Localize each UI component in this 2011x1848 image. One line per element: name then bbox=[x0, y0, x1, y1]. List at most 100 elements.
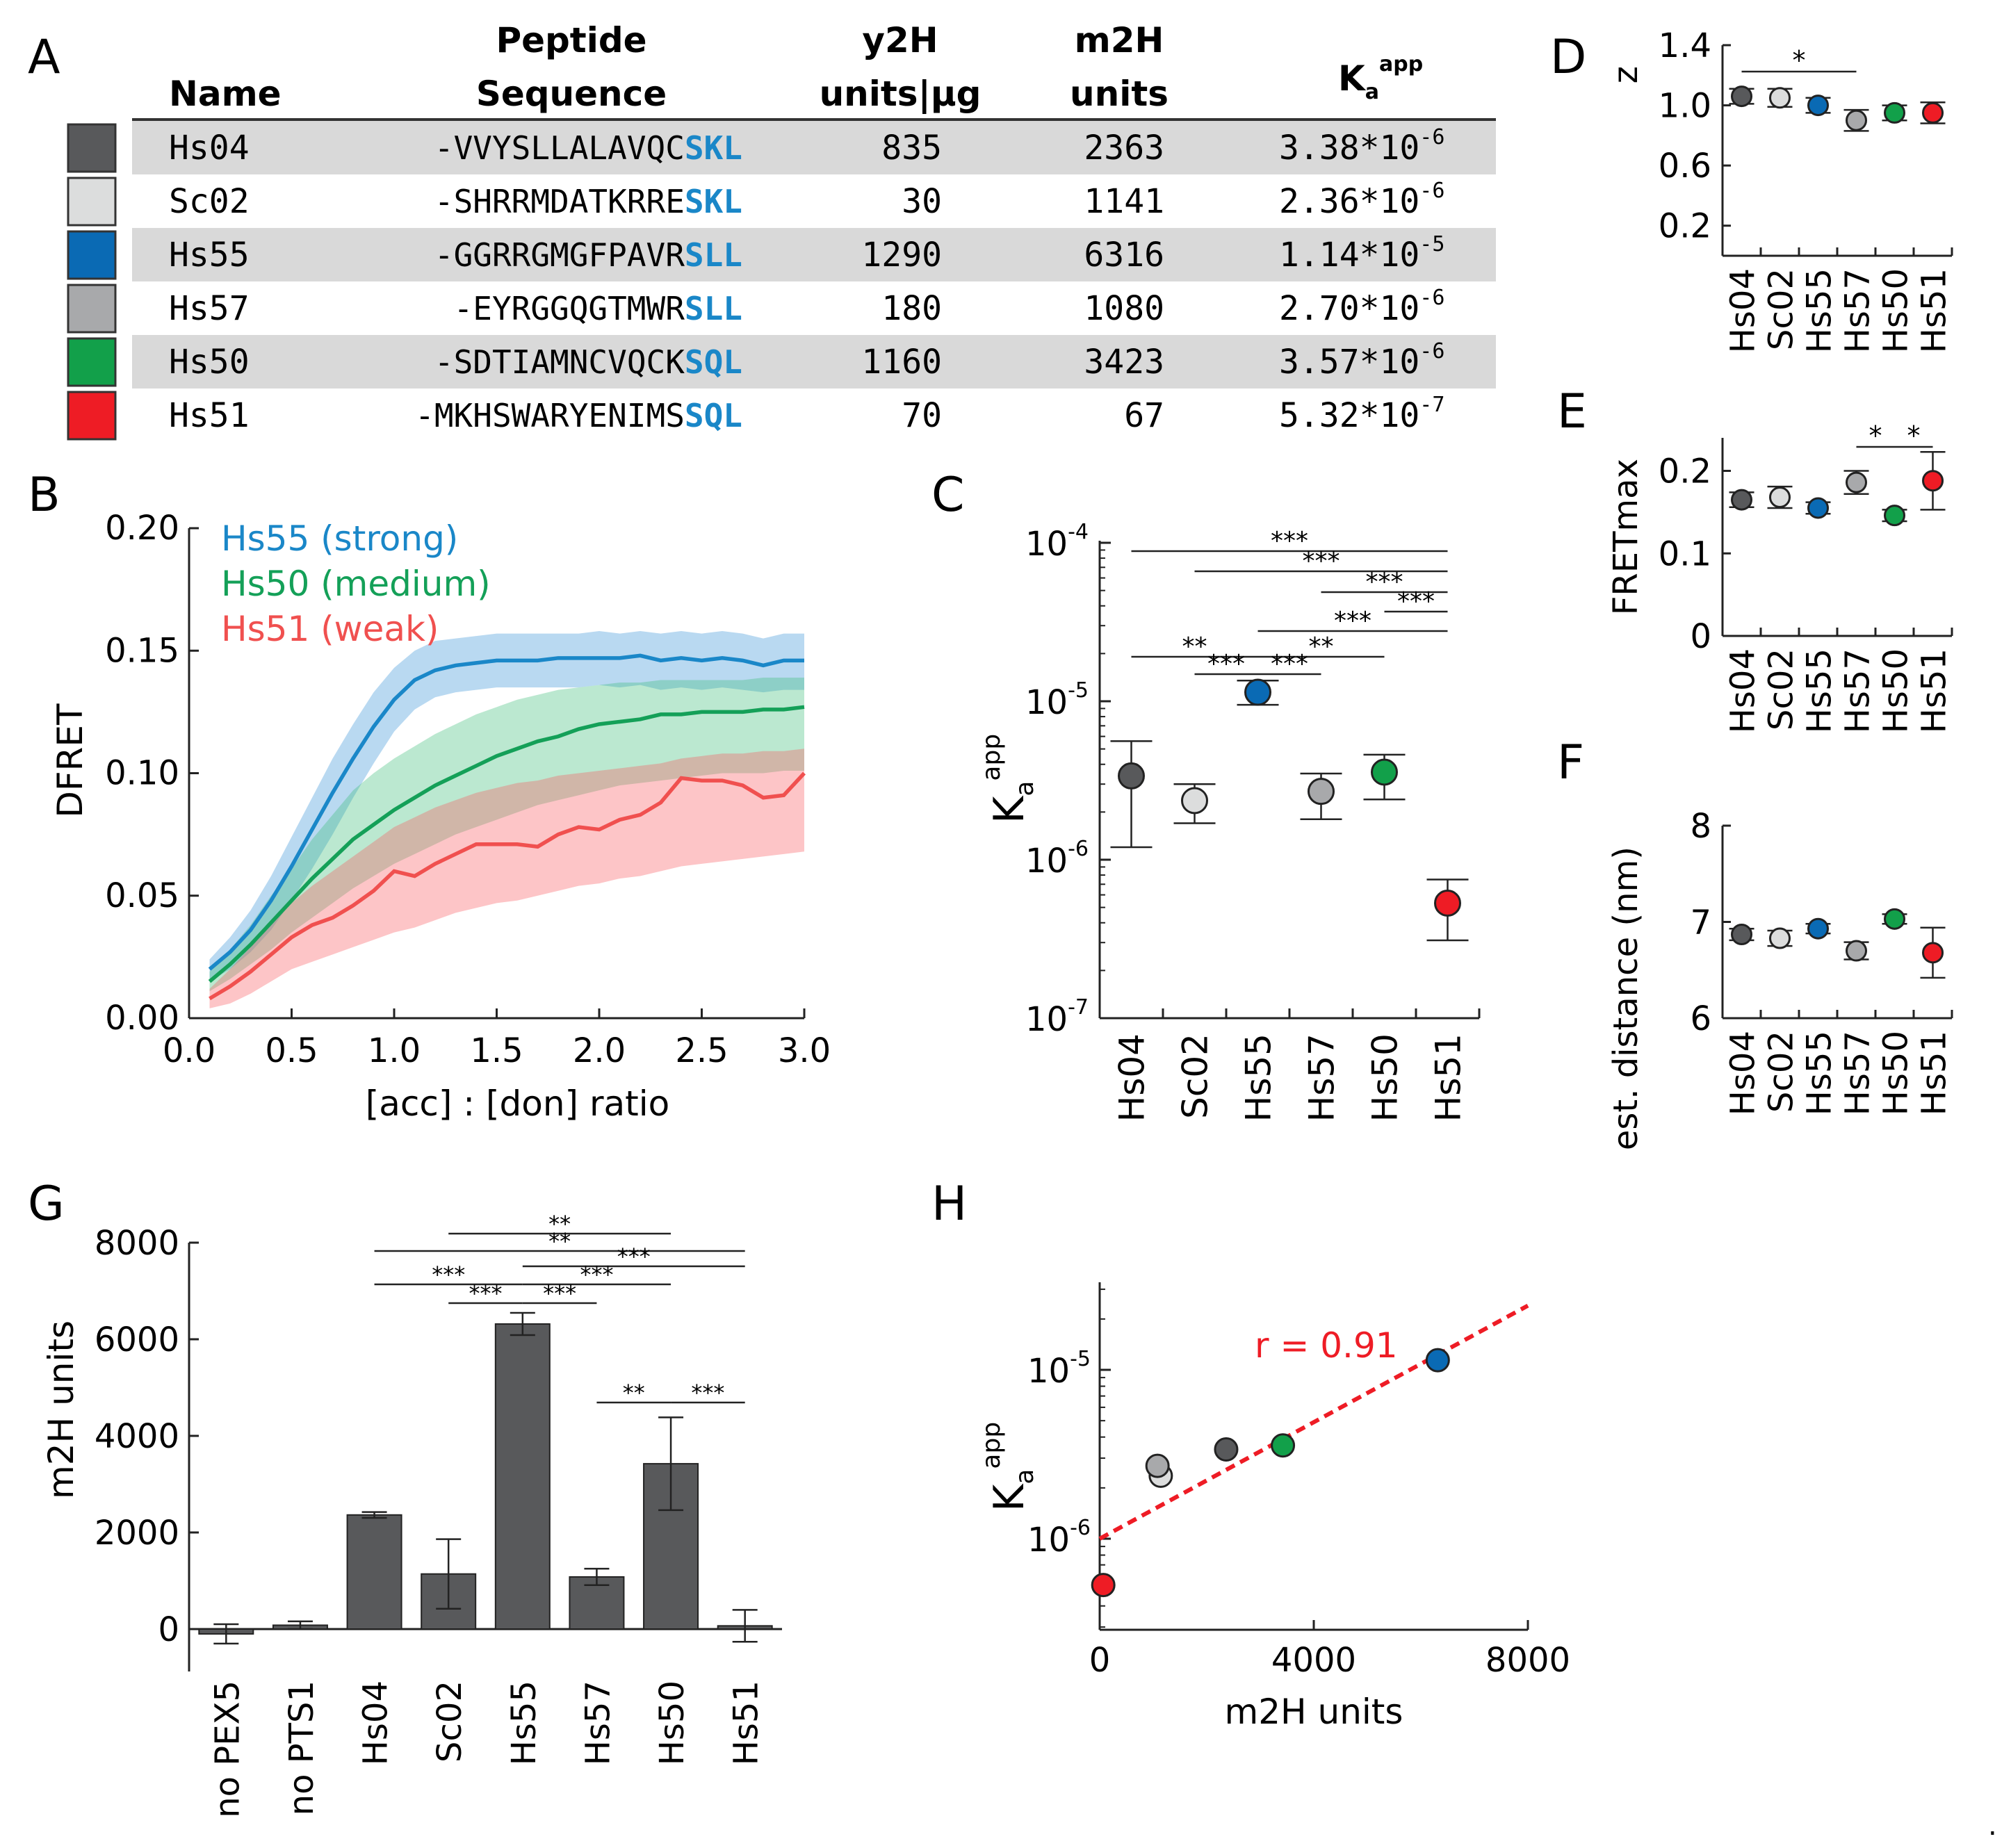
y-tick-label: 0 bbox=[1690, 617, 1711, 656]
x-tick-label: 8000 bbox=[1485, 1641, 1570, 1680]
color-swatch bbox=[67, 123, 117, 173]
x-tick-label: Hs50 bbox=[1365, 1033, 1406, 1122]
y-axis-label: Kaapp bbox=[977, 1422, 1039, 1512]
trailing-dot: . bbox=[1988, 1810, 1997, 1842]
tick-base: 10 bbox=[1025, 842, 1068, 881]
significance-label: ** bbox=[1182, 632, 1207, 661]
y-tick-label: 0.6 bbox=[1659, 147, 1711, 186]
y-tick-label: 0.1 bbox=[1659, 534, 1711, 573]
data-point-hs04 bbox=[1118, 762, 1145, 790]
y-tick-label: 0.2 bbox=[1659, 452, 1711, 491]
tick-base: 10 bbox=[1027, 1521, 1070, 1560]
significance-label: * bbox=[1869, 420, 1882, 451]
data-point-hs50 bbox=[1884, 505, 1905, 527]
color-swatch bbox=[67, 230, 117, 280]
panel-label-g: G bbox=[28, 1177, 65, 1232]
significance-label: *** bbox=[469, 1280, 503, 1307]
y-tick-label: 6 bbox=[1690, 999, 1711, 1038]
confidence-band-medium bbox=[209, 678, 804, 992]
significance-label: * bbox=[1793, 45, 1806, 76]
data-point-hs51 bbox=[1091, 1573, 1116, 1598]
significance-label: * bbox=[1907, 420, 1921, 451]
row-sequence: -VVYSLLALAVQCSKL bbox=[434, 129, 742, 167]
panel-label-b: B bbox=[28, 468, 60, 523]
row-name: Hs04 bbox=[169, 129, 250, 167]
table-row-shade bbox=[132, 228, 1496, 281]
significance-label: *** bbox=[580, 1261, 613, 1288]
header-peptide-1: Peptide bbox=[496, 20, 646, 60]
x-tick-label: Hs04 bbox=[357, 1681, 396, 1765]
y-axis-label: Kaapp bbox=[977, 734, 1039, 824]
significance-label: *** bbox=[432, 1261, 465, 1288]
y-tick-label: 0.2 bbox=[1659, 207, 1711, 246]
y-tick-label: 0 bbox=[158, 1610, 179, 1649]
x-tick-label: Hs50 bbox=[1877, 1031, 1916, 1115]
y-tick-label: 2000 bbox=[95, 1514, 179, 1553]
y-tick-label: 10-4 bbox=[1025, 520, 1089, 564]
significance-label: *** bbox=[1303, 547, 1340, 575]
x-tick-label: Sc02 bbox=[1762, 268, 1801, 350]
x-tick-label: no PTS1 bbox=[282, 1681, 321, 1815]
x-tick-label: Hs04 bbox=[1112, 1033, 1153, 1122]
y-axis-label-sup: app bbox=[977, 1422, 1006, 1469]
tick-exponent: -6 bbox=[1068, 837, 1089, 861]
tick-base: 10 bbox=[1025, 525, 1068, 564]
header-ka: Kaapp bbox=[1338, 52, 1423, 104]
x-tick-label: 1.5 bbox=[470, 1031, 523, 1070]
tick-exponent: -5 bbox=[1070, 1347, 1091, 1371]
row-ka: 2.36*10-6 bbox=[1279, 179, 1444, 221]
sequence-motif: SLL bbox=[685, 290, 742, 327]
correlation-annotation: r = 0.91 bbox=[1255, 1325, 1398, 1366]
header-y2h-2: units|µg bbox=[820, 74, 982, 114]
y-tick-label: 10-7 bbox=[1025, 995, 1089, 1039]
ka-base: 3.57*10 bbox=[1279, 343, 1419, 382]
ka-base: 2.36*10 bbox=[1279, 182, 1419, 221]
x-tick-label: Sc02 bbox=[1762, 1031, 1801, 1113]
sequence-motif: SQL bbox=[685, 397, 742, 434]
row-sequence: -GGRRGMGFPAVRSLL bbox=[434, 236, 742, 274]
row-name: Hs57 bbox=[169, 289, 250, 328]
row-ka: 1.14*10-5 bbox=[1279, 232, 1444, 275]
x-tick-label: Hs57 bbox=[1839, 268, 1878, 353]
row-sequence: -SDTIAMNCVQCKSQL bbox=[434, 343, 742, 381]
sequence-prefix: -EYRGGQGTMWR bbox=[454, 290, 685, 327]
row-y2h: 835 bbox=[881, 129, 942, 167]
ka-base: 5.32*10 bbox=[1279, 396, 1419, 435]
header-m2h-1: m2H bbox=[1075, 20, 1164, 60]
data-point-hs57 bbox=[1145, 1453, 1170, 1478]
x-tick-label: Hs50 bbox=[1877, 648, 1916, 733]
y-axis-label: z bbox=[1606, 66, 1645, 83]
row-y2h: 1160 bbox=[861, 343, 942, 382]
row-m2h: 6316 bbox=[1084, 236, 1164, 275]
x-tick-label: Hs51 bbox=[1915, 648, 1954, 733]
tick-exponent: -6 bbox=[1070, 1516, 1091, 1540]
x-tick-label: Hs57 bbox=[578, 1681, 617, 1765]
data-point-hs50 bbox=[1271, 1433, 1296, 1458]
y-tick-label: 0.10 bbox=[105, 754, 179, 793]
y-tick-label: 7 bbox=[1690, 903, 1711, 942]
ka-base: 1.14*10 bbox=[1279, 236, 1419, 275]
header-name: Name bbox=[169, 74, 282, 114]
panel-label-d: D bbox=[1550, 30, 1586, 85]
x-tick-label: Hs04 bbox=[1724, 268, 1763, 353]
y-axis-label: FRETmax bbox=[1606, 459, 1645, 615]
x-tick-label: 0.5 bbox=[265, 1031, 318, 1070]
ka-base: 3.38*10 bbox=[1279, 129, 1419, 167]
tick-base: 10 bbox=[1027, 1352, 1070, 1391]
row-m2h: 3423 bbox=[1084, 343, 1164, 382]
panel-label-c: C bbox=[931, 468, 964, 523]
legend-entry-strong: Hs55 (strong) bbox=[221, 518, 458, 559]
legend-entry-weak: Hs51 (weak) bbox=[221, 609, 439, 649]
ka-base: 2.70*10 bbox=[1279, 289, 1419, 328]
x-tick-label: Hs55 bbox=[1239, 1033, 1279, 1122]
panel-label-e: E bbox=[1557, 384, 1587, 439]
header-peptide-2: Sequence bbox=[476, 74, 667, 114]
significance-label: *** bbox=[1207, 650, 1245, 678]
significance-label: ** bbox=[1309, 632, 1334, 661]
y-axis-label: est. distance (nm) bbox=[1606, 847, 1645, 1150]
panel-label-f: F bbox=[1557, 735, 1584, 790]
y-tick-label: 10-6 bbox=[1027, 1516, 1091, 1560]
data-point-hs55 bbox=[1807, 497, 1829, 519]
